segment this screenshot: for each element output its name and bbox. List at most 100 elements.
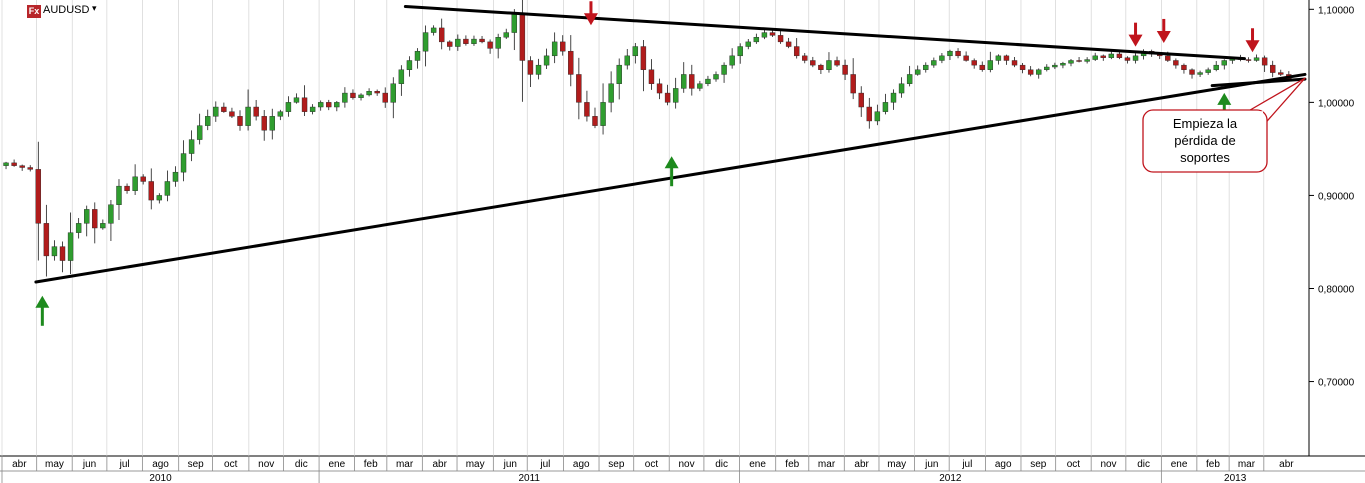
symbol-label[interactable]: AUDUSD: [43, 4, 90, 16]
candle-body: [519, 13, 526, 61]
month-tick-label: jun: [924, 459, 938, 470]
candle-body: [84, 209, 90, 224]
candle-body: [3, 162, 9, 166]
candle-body: [132, 176, 138, 191]
candle-body: [447, 41, 453, 47]
candle-body: [793, 46, 800, 57]
month-tick-label: ene: [749, 459, 766, 470]
month-tick-label: sep: [188, 459, 205, 470]
candle-body: [1205, 69, 1211, 73]
candle-body: [753, 37, 760, 43]
candle-body: [342, 92, 348, 103]
candle-body: [915, 69, 921, 75]
month-tick-label: nov: [258, 459, 274, 470]
candle-body: [59, 246, 66, 261]
candle-body: [1116, 53, 1123, 58]
candle-body: [1060, 63, 1066, 66]
candle-body: [261, 116, 267, 131]
down-arrow-icon: [1156, 30, 1171, 43]
candle-body: [874, 111, 881, 122]
candle-body: [1108, 53, 1115, 58]
down-arrow-icon: [1128, 34, 1143, 47]
candle-body: [245, 106, 251, 126]
candle-body: [681, 74, 687, 89]
candle-body: [92, 209, 98, 229]
candle-body: [205, 116, 211, 126]
month-tick-label: dic: [1137, 459, 1150, 470]
down-arrow-icon: [583, 13, 598, 26]
candle-body: [463, 38, 469, 44]
candle-body: [640, 46, 647, 70]
candle-body: [124, 185, 130, 191]
candle-body: [1011, 60, 1018, 66]
candle-body: [213, 106, 219, 117]
candle-body: [947, 50, 953, 57]
month-tick-label: oct: [224, 459, 238, 470]
candle-body: [301, 97, 308, 112]
forex-icon[interactable]: Fx: [27, 5, 41, 18]
candle-body: [487, 41, 493, 49]
candle-body: [834, 60, 840, 66]
candle-body: [67, 232, 74, 261]
candle-body: [761, 32, 768, 38]
month-tick-label: abr: [432, 459, 447, 470]
candle-body: [1132, 55, 1139, 61]
candle-body: [648, 69, 655, 84]
candle-body: [309, 106, 316, 112]
candle-body: [148, 181, 154, 201]
candle-body: [285, 102, 292, 112]
candle-body: [737, 46, 743, 57]
candle-body: [995, 55, 1002, 61]
candle-body: [576, 74, 582, 103]
candle-body: [923, 64, 929, 70]
down-arrow-icon: [1245, 40, 1260, 53]
chevron-down-icon[interactable]: ▾: [92, 3, 97, 13]
candle-body: [164, 181, 171, 196]
month-tick-label: sep: [608, 459, 625, 470]
candle-body: [850, 74, 856, 94]
candle-body: [382, 92, 388, 103]
month-tick-label: ene: [328, 459, 345, 470]
callout-line-3: soportes: [1180, 150, 1230, 165]
candle-body: [1221, 60, 1227, 66]
month-tick-label: feb: [1206, 459, 1220, 470]
callout-text: Empieza la pérdida de soportes: [1150, 115, 1260, 166]
month-tick-label: may: [466, 459, 485, 470]
callout-pointer-mask: [1241, 111, 1263, 128]
candle-body: [672, 88, 679, 103]
year-tick-label: 2013: [1224, 473, 1247, 483]
year-tick-label: 2011: [518, 473, 540, 483]
candle-body: [1068, 60, 1074, 64]
candle-body: [987, 60, 994, 70]
month-tick-label: may: [887, 459, 906, 470]
candle-body: [1278, 72, 1284, 75]
candle-body: [697, 83, 703, 89]
candle-body: [810, 60, 816, 66]
candle-body: [939, 55, 945, 61]
candle-body: [188, 139, 195, 154]
up-arrow-icon: [1217, 92, 1232, 105]
price-tick-label: 1,10000: [1318, 5, 1355, 16]
candle-body: [1052, 64, 1058, 68]
candle-body: [414, 50, 421, 61]
candle-body: [858, 92, 864, 108]
candle-body: [75, 223, 82, 233]
candle-body: [664, 92, 671, 103]
month-tick-label: abr: [854, 459, 869, 470]
month-tick-label: may: [45, 459, 64, 470]
candle-body: [568, 50, 574, 75]
price-tick-label: 0,80000: [1318, 284, 1355, 295]
month-tick-label: feb: [785, 459, 799, 470]
candle-body: [971, 60, 977, 66]
candle-body: [818, 64, 824, 70]
candle-body: [1269, 64, 1276, 73]
candle-body: [1181, 64, 1187, 70]
candle-body: [906, 74, 913, 84]
candle-body: [882, 102, 889, 112]
callout-box: [1142, 109, 1268, 173]
callout-line-1: Empieza la: [1172, 116, 1238, 131]
candle-body: [963, 55, 969, 61]
candle-body: [1124, 57, 1131, 61]
candle-body: [390, 83, 396, 103]
